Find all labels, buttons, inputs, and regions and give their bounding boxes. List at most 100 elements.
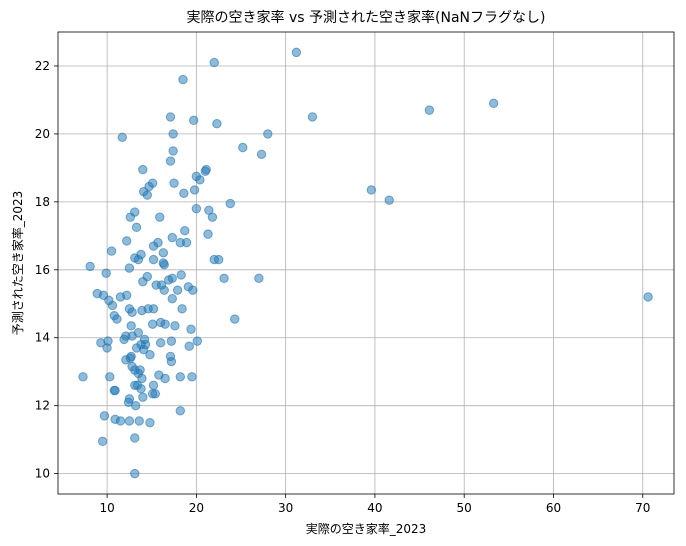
- data-point: [130, 400, 141, 411]
- x-tick-label: 20: [189, 501, 204, 515]
- data-point: [137, 373, 147, 384]
- data-point: [138, 276, 148, 287]
- x-tick-label: 40: [367, 501, 382, 515]
- data-point: [167, 293, 177, 304]
- data-point: [181, 237, 192, 248]
- data-point: [159, 285, 169, 295]
- data-point: [96, 338, 106, 348]
- data-point: [254, 273, 264, 283]
- data-point: [180, 226, 190, 236]
- data-point: [191, 203, 202, 214]
- data-point: [107, 300, 118, 311]
- plot-frame: [57, 31, 675, 495]
- data-point: [125, 212, 136, 222]
- data-point: [179, 188, 189, 199]
- data-point: [101, 268, 111, 278]
- data-point: [117, 132, 127, 143]
- data-point: [122, 290, 132, 300]
- x-tick-label: 50: [457, 501, 472, 515]
- data-point: [160, 373, 170, 384]
- data-point: [165, 156, 176, 166]
- data-point: [134, 416, 144, 426]
- data-point: [119, 334, 129, 345]
- data-point: [148, 241, 159, 251]
- data-point: [263, 129, 273, 139]
- data-point: [158, 248, 169, 258]
- data-point: [170, 321, 180, 331]
- data-point: [142, 190, 152, 200]
- y-axis: 10 12 14 16 18 20 22: [35, 59, 58, 481]
- data-point: [130, 468, 140, 479]
- data-point: [188, 285, 198, 295]
- data-point: [164, 275, 174, 285]
- data-point: [127, 307, 137, 317]
- data-point: [115, 416, 126, 426]
- y-axis-label: 予測された空き家率_2023: [10, 191, 25, 336]
- data-point: [238, 142, 248, 153]
- data-point: [176, 270, 186, 280]
- data-point: [102, 343, 112, 353]
- data-point: [184, 341, 194, 351]
- data-point: [209, 57, 219, 68]
- y-tick-label: 10: [35, 467, 50, 481]
- data-point: [112, 314, 122, 324]
- data-point: [136, 383, 146, 394]
- data-point: [110, 385, 120, 396]
- data-point: [291, 47, 302, 58]
- data-point: [166, 356, 177, 367]
- data-point: [105, 372, 115, 382]
- y-tick-label: 22: [35, 59, 50, 73]
- data-point: [187, 372, 197, 382]
- data-point: [188, 115, 199, 126]
- data-point: [178, 74, 188, 85]
- data-point: [148, 304, 159, 314]
- data-point: [148, 380, 159, 390]
- data-point: [159, 259, 169, 270]
- data-point: [124, 416, 135, 426]
- x-tick-label: 70: [635, 501, 650, 515]
- data-point: [172, 285, 183, 295]
- y-tick-label: 12: [35, 399, 50, 413]
- x-axis-label: 実際の空き家率_2023: [306, 521, 427, 536]
- data-point: [643, 292, 653, 302]
- data-point: [213, 254, 224, 265]
- data-point: [166, 336, 177, 346]
- data-point: [130, 433, 140, 443]
- data-point: [85, 261, 95, 272]
- data-point: [150, 389, 161, 399]
- data-point: [160, 319, 170, 329]
- data-point: [307, 112, 318, 122]
- data-point: [256, 149, 267, 159]
- data-point: [203, 229, 213, 239]
- data-point: [207, 212, 218, 222]
- data-point: [168, 146, 178, 156]
- data-point: [189, 185, 200, 195]
- y-tick-label: 18: [35, 195, 50, 209]
- data-point: [125, 353, 136, 363]
- x-axis: 10 20 30 40 50 60 70: [99, 494, 650, 515]
- data-points: [78, 47, 653, 479]
- data-point: [145, 350, 155, 360]
- data-point: [78, 372, 88, 382]
- data-point: [133, 254, 144, 265]
- x-tick-label: 60: [546, 501, 561, 515]
- data-point: [230, 314, 240, 324]
- data-point: [99, 411, 110, 421]
- data-point: [200, 166, 211, 176]
- data-point: [186, 324, 196, 334]
- data-point: [175, 406, 186, 416]
- data-point: [147, 319, 158, 329]
- data-point: [97, 436, 108, 447]
- x-tick-label: 10: [99, 501, 114, 515]
- x-tick-label: 30: [278, 501, 293, 515]
- data-point: [138, 164, 148, 175]
- data-point: [366, 185, 377, 195]
- data-point: [225, 198, 236, 209]
- data-point: [212, 119, 222, 129]
- data-point: [219, 273, 229, 283]
- chart-title: 実際の空き家率 vs 予測された空き家率(NaNフラグなし): [187, 9, 546, 26]
- data-point: [167, 232, 177, 243]
- y-tick-label: 16: [35, 263, 50, 277]
- data-point: [155, 338, 166, 348]
